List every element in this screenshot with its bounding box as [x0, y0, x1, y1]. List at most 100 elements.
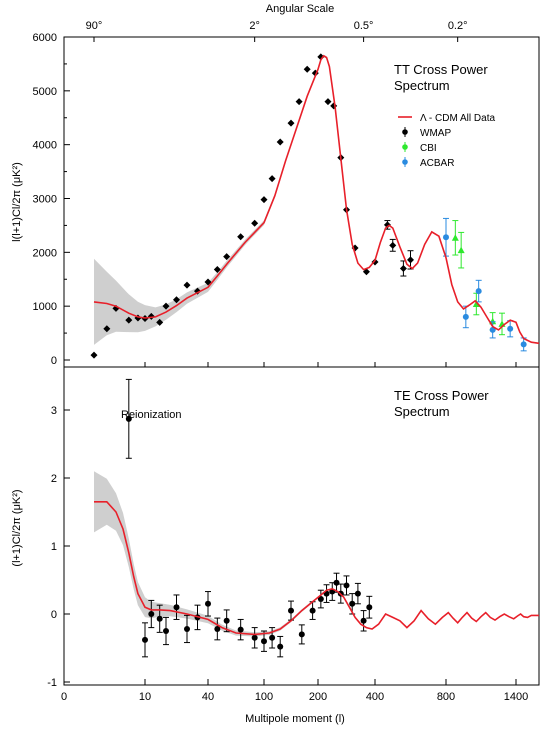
tt-y-tick-label: 2000 [33, 247, 57, 259]
acbar-point [520, 341, 527, 348]
tt-y-tick-label: 5000 [33, 86, 57, 98]
te-y-ticks: -1 0 1 2 3 [47, 405, 70, 689]
wmap-te-point [205, 600, 211, 607]
wmap-te-point [354, 590, 361, 597]
tt-y-axis-label: l(l+1)Cl/2π (μK²) [11, 162, 23, 242]
x-tick-label: 400 [366, 691, 384, 703]
legend-label: ACBAR [420, 158, 454, 169]
cbi-point [457, 246, 465, 254]
wmap-point [324, 98, 332, 106]
acbar-point [475, 288, 482, 295]
wmap-te-point [298, 631, 305, 638]
te-data-points [125, 378, 373, 658]
cbi-point [451, 234, 459, 241]
wmap-point [204, 278, 212, 286]
wmap-te-point [163, 628, 169, 634]
top-tick-label: 0.5° [354, 20, 374, 32]
top-tick-label: 90° [86, 20, 103, 32]
wmap-point [295, 98, 303, 106]
tt-y-tick-label: 1000 [33, 301, 57, 313]
wmap-point [103, 325, 111, 333]
wmap-point [303, 65, 311, 73]
x-tick-label: 1400 [504, 691, 528, 703]
te-panel: -1 0 1 2 3 (l+1)Cl/2π (μK²) TE Cross Power S… [11, 362, 539, 725]
x-tick-label: 0 [61, 691, 67, 703]
te-y-axis-label: (l+1)Cl/2π (μK²) [11, 489, 23, 566]
acbar-point [443, 234, 449, 241]
wmap-point [183, 281, 191, 289]
tt-model-curve [93, 54, 540, 345]
tt-data-points [90, 53, 527, 359]
tt-y-ticks: 0 1000 2000 3000 4000 5000 6000 [33, 32, 70, 367]
wmap-te-point [288, 607, 294, 614]
x-axis-label: Multipole moment (l) [245, 713, 345, 725]
wmap-te-point [360, 617, 367, 624]
te-y-tick-label: 3 [51, 405, 57, 417]
wmap-point [237, 233, 245, 241]
wmap-point [383, 221, 391, 229]
wmap-te-point [173, 604, 180, 611]
wmap-point [90, 351, 98, 359]
wmap-te-point [237, 626, 244, 633]
tt-y-tick-label: 6000 [33, 32, 57, 44]
te-y-tick-label: 2 [51, 473, 57, 485]
tt-title-line-2: Spectrum [394, 78, 450, 93]
acbar-point [462, 313, 469, 320]
tt-y-tick-label: 0 [51, 355, 57, 367]
legend-swatch-point [402, 144, 408, 150]
te-cosmic-variance-band [94, 471, 313, 637]
tt-y-tick-label: 3000 [33, 194, 57, 206]
wmap-te-point [317, 596, 324, 603]
wmap-te-point [366, 604, 373, 611]
top-axis-ticks: 90° 2° 0.5° 0.2° [86, 20, 468, 42]
wmap-te-point [343, 582, 350, 589]
tt-panel: 0 1000 2000 3000 4000 5000 6000 l(l+1)Cl/2π (μ… [11, 32, 540, 367]
legend-swatch-point [402, 129, 408, 135]
legend-label: Λ - CDM All Data [420, 113, 495, 124]
x-tick-label: 10 [139, 691, 151, 703]
wmap-te-point [269, 634, 276, 641]
wmap-te-point [125, 415, 132, 422]
legend-swatch-point [402, 159, 408, 165]
top-tick-label: 0.2° [448, 20, 468, 32]
acbar-point [507, 325, 514, 332]
wmap-point [287, 119, 295, 127]
wmap-point [223, 253, 231, 261]
wmap-te-point [148, 611, 155, 617]
wmap-te-point [223, 617, 230, 624]
wmap-te-point [184, 625, 190, 632]
te-y-tick-label: -1 [47, 677, 57, 689]
te-y-tick-label: 0 [51, 609, 57, 621]
x-tick-label: 800 [437, 691, 455, 703]
wmap-te-point [277, 643, 284, 650]
te-model-curve [94, 501, 539, 636]
tt-y-tick-label: 4000 [33, 140, 57, 152]
wmap-te-point [333, 579, 340, 586]
te-title-line-1: TE Cross Power [394, 388, 489, 403]
te-title-line-2: Spectrum [394, 404, 450, 419]
wmap-point [399, 264, 407, 272]
reionization-annotation: Reionization [121, 409, 182, 421]
x-axis-ticks: 0 10 40 100 200 400 800 1400 [61, 362, 528, 703]
wmap-point [268, 175, 276, 183]
wmap-te-point [214, 625, 221, 632]
tt-cosmic-variance-band [94, 54, 336, 345]
wmap-te-point [142, 636, 148, 643]
wmap-point [251, 219, 259, 227]
wmap-te-point [251, 634, 258, 641]
x-tick-label: 40 [202, 691, 214, 703]
cbi-point [472, 300, 480, 308]
wmap-point [162, 302, 170, 310]
wmap-point [407, 256, 414, 264]
wmap-point [156, 318, 164, 326]
wmap-point [276, 138, 284, 146]
legend-label: CBI [420, 143, 437, 154]
wmap-point [173, 296, 180, 304]
x-tick-label: 200 [309, 691, 327, 703]
wmap-point [125, 316, 133, 324]
wmap-point [330, 102, 338, 110]
wmap-point [317, 53, 325, 61]
wmap-point [213, 266, 221, 274]
wmap-te-point [156, 615, 163, 622]
